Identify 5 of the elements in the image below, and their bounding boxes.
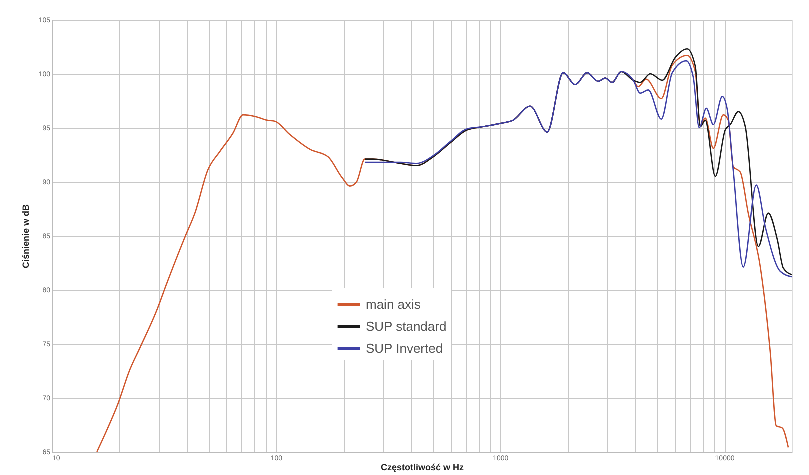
x-axis-title: Częstotliwość w Hz: [380, 462, 465, 472]
y-axis-title: Ciśnienie w dB: [20, 204, 31, 269]
legend-label: SUP Inverted: [366, 341, 444, 356]
legend-label: SUP standard: [366, 319, 447, 334]
legend-label: main axis: [366, 297, 422, 312]
